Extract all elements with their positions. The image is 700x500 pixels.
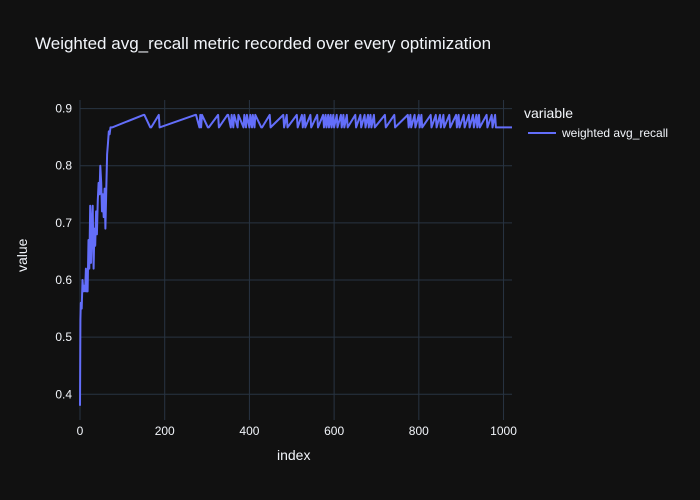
y-axis-label: value xyxy=(14,238,30,272)
x-tick-label: 1000 xyxy=(490,424,517,438)
y-tick-label: 0.4 xyxy=(55,387,72,401)
grid-lines xyxy=(79,100,512,420)
legend-swatch xyxy=(528,132,556,134)
legend-label: weighted avg_recall xyxy=(562,126,669,140)
plot-background xyxy=(80,100,512,420)
x-axis-label: index xyxy=(277,447,311,463)
legend-entry-weighted-avg-recall[interactable]: weighted avg_recall xyxy=(528,124,668,142)
y-tick-label: 0.5 xyxy=(55,330,72,344)
y-tick-label: 0.7 xyxy=(55,216,72,230)
y-tick-label: 0.8 xyxy=(55,159,72,173)
chart-title: Weighted avg_recall metric recorded over… xyxy=(35,34,492,53)
x-tick-labels: 0 200 400 600 800 1000 xyxy=(77,424,518,438)
x-tick-label: 0 xyxy=(77,424,84,438)
x-tick-label: 600 xyxy=(324,424,344,438)
legend-title: variable xyxy=(524,105,574,121)
series-line-weighted-avg-recall xyxy=(79,113,512,406)
x-tick-label: 400 xyxy=(239,424,259,438)
x-tick-label: 800 xyxy=(409,424,429,438)
y-tick-label: 0.6 xyxy=(55,273,72,287)
x-tick-label: 200 xyxy=(155,424,175,438)
series-lines xyxy=(79,113,512,406)
y-tick-label: 0.9 xyxy=(55,102,72,116)
y-tick-labels: 0.4 0.5 0.6 0.7 0.8 0.9 xyxy=(55,102,72,402)
